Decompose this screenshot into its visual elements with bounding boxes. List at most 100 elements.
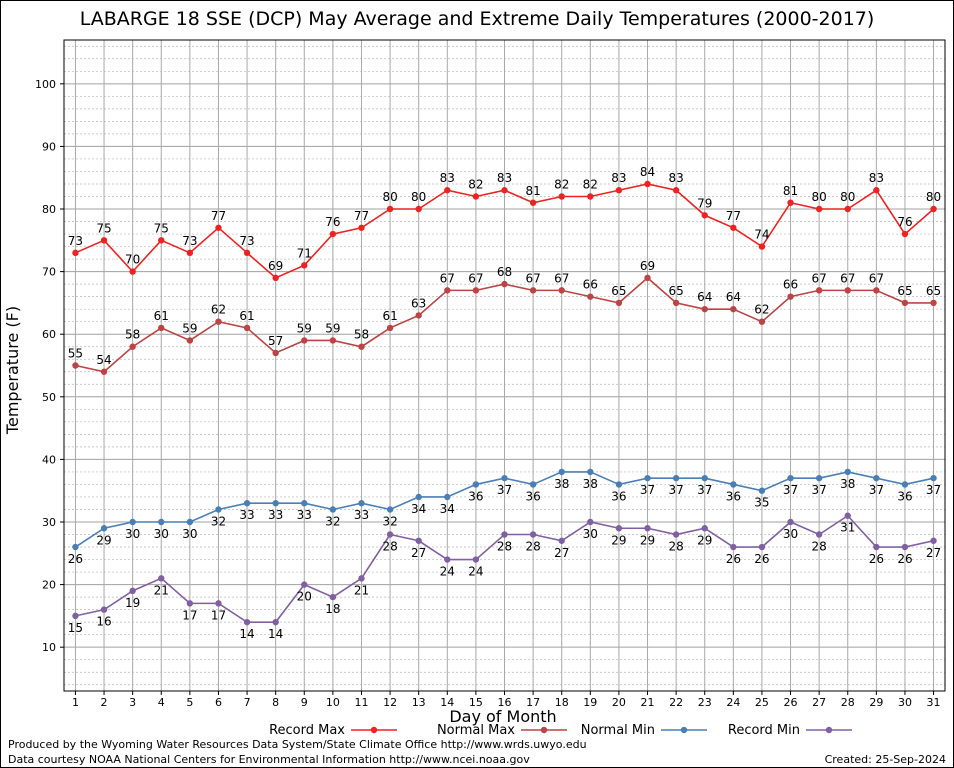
data-label: 19 bbox=[125, 596, 140, 610]
data-point bbox=[672, 474, 680, 482]
data-label: 34 bbox=[440, 502, 455, 516]
data-label: 36 bbox=[468, 489, 483, 503]
data-point bbox=[100, 368, 108, 375]
legend-marker bbox=[540, 726, 548, 734]
data-label: 29 bbox=[611, 533, 626, 547]
data-point bbox=[758, 243, 766, 250]
data-label: 67 bbox=[468, 271, 483, 285]
series-layer: 73 75 70 75 73 77 73 69 71 76 77 80 80 83 82 83 81 82 82 83… bbox=[68, 165, 941, 641]
data-label: 27 bbox=[926, 546, 941, 560]
data-point bbox=[529, 287, 537, 294]
data-point bbox=[815, 205, 823, 213]
x-tick-label: 27 bbox=[812, 696, 826, 709]
data-point bbox=[186, 600, 194, 607]
data-point bbox=[472, 556, 480, 563]
data-point bbox=[415, 537, 422, 544]
data-label: 32 bbox=[211, 514, 226, 528]
data-point bbox=[529, 481, 537, 488]
x-tick-label: 15 bbox=[469, 696, 483, 709]
data-label: 65 bbox=[668, 284, 683, 298]
x-tick-label: 24 bbox=[726, 696, 740, 709]
data-point bbox=[444, 287, 451, 294]
data-point bbox=[730, 481, 737, 488]
x-tick-label: 30 bbox=[898, 696, 912, 709]
data-label: 69 bbox=[640, 259, 655, 273]
data-label: 67 bbox=[812, 271, 827, 285]
data-point bbox=[930, 205, 937, 213]
data-point bbox=[129, 268, 136, 275]
x-tick-label: 1 bbox=[72, 696, 79, 709]
data-point bbox=[415, 205, 422, 213]
data-label: 36 bbox=[611, 489, 626, 503]
series-record-min: 15 16 19 21 17 17 14 14 20 18 21 28 27 24 24 28 28 27 30 29… bbox=[68, 512, 941, 641]
data-label: 30 bbox=[182, 527, 197, 541]
data-point bbox=[558, 193, 565, 200]
data-label: 58 bbox=[354, 328, 369, 342]
series-record-max: 73 75 70 75 73 77 73 69 71 76 77 80 80 83 82 83 81 82 82 83… bbox=[68, 165, 941, 282]
legend-label: Record Max bbox=[269, 723, 345, 738]
data-label: 84 bbox=[640, 165, 655, 179]
data-label: 36 bbox=[726, 489, 741, 503]
data-point bbox=[587, 518, 594, 526]
x-tick-label: 29 bbox=[869, 696, 883, 709]
data-point bbox=[72, 249, 79, 257]
data-label: 80 bbox=[926, 190, 941, 204]
data-point bbox=[472, 193, 480, 200]
data-label: 79 bbox=[697, 196, 712, 210]
data-point bbox=[215, 318, 222, 325]
data-label: 32 bbox=[382, 514, 397, 528]
data-point bbox=[129, 518, 136, 526]
data-label: 67 bbox=[525, 271, 540, 285]
data-label: 36 bbox=[897, 489, 912, 503]
data-label: 65 bbox=[611, 284, 626, 298]
data-label: 33 bbox=[239, 508, 254, 522]
data-point bbox=[415, 493, 422, 501]
data-label: 37 bbox=[697, 483, 712, 497]
data-label: 65 bbox=[926, 284, 941, 298]
data-point bbox=[701, 305, 708, 313]
data-point bbox=[186, 337, 194, 344]
data-point bbox=[844, 468, 851, 476]
data-label: 26 bbox=[726, 552, 741, 566]
x-tick-label: 3 bbox=[129, 696, 136, 709]
data-point bbox=[329, 230, 337, 238]
data-label: 26 bbox=[897, 552, 912, 566]
data-point bbox=[272, 618, 279, 626]
data-point bbox=[472, 481, 480, 488]
data-label: 36 bbox=[525, 489, 540, 503]
data-point bbox=[358, 224, 365, 231]
data-label: 28 bbox=[497, 540, 512, 554]
data-label: 61 bbox=[239, 309, 254, 323]
x-tick-label: 25 bbox=[755, 696, 769, 709]
x-tick-label: 8 bbox=[272, 696, 279, 709]
chart-title: LABARGE 18 SSE (DCP) May Average and Ext… bbox=[79, 8, 875, 30]
data-point bbox=[301, 581, 308, 588]
data-label: 83 bbox=[497, 171, 512, 185]
data-label: 61 bbox=[154, 309, 169, 323]
data-label: 29 bbox=[96, 533, 111, 547]
data-label: 26 bbox=[754, 552, 769, 566]
data-label: 38 bbox=[554, 477, 569, 491]
data-point bbox=[930, 537, 937, 544]
data-point bbox=[815, 474, 823, 482]
data-label: 33 bbox=[297, 508, 312, 522]
y-tick-label: 80 bbox=[42, 203, 56, 216]
data-point bbox=[844, 205, 851, 213]
data-label: 30 bbox=[583, 527, 598, 541]
data-label: 16 bbox=[96, 615, 111, 629]
data-point bbox=[873, 543, 880, 551]
data-point bbox=[358, 500, 365, 507]
data-label: 81 bbox=[525, 184, 540, 198]
data-point bbox=[100, 525, 108, 532]
credit-data-courtesy: Data courtesy NOAA National Centers for … bbox=[8, 753, 530, 766]
x-tick-label: 10 bbox=[326, 696, 340, 709]
data-point bbox=[243, 249, 251, 257]
data-label: 74 bbox=[754, 228, 769, 242]
data-label: 30 bbox=[125, 527, 140, 541]
data-label: 82 bbox=[554, 177, 569, 191]
data-label: 37 bbox=[668, 483, 683, 497]
data-label: 37 bbox=[869, 483, 884, 497]
data-point bbox=[672, 531, 680, 538]
data-label: 76 bbox=[897, 215, 912, 229]
